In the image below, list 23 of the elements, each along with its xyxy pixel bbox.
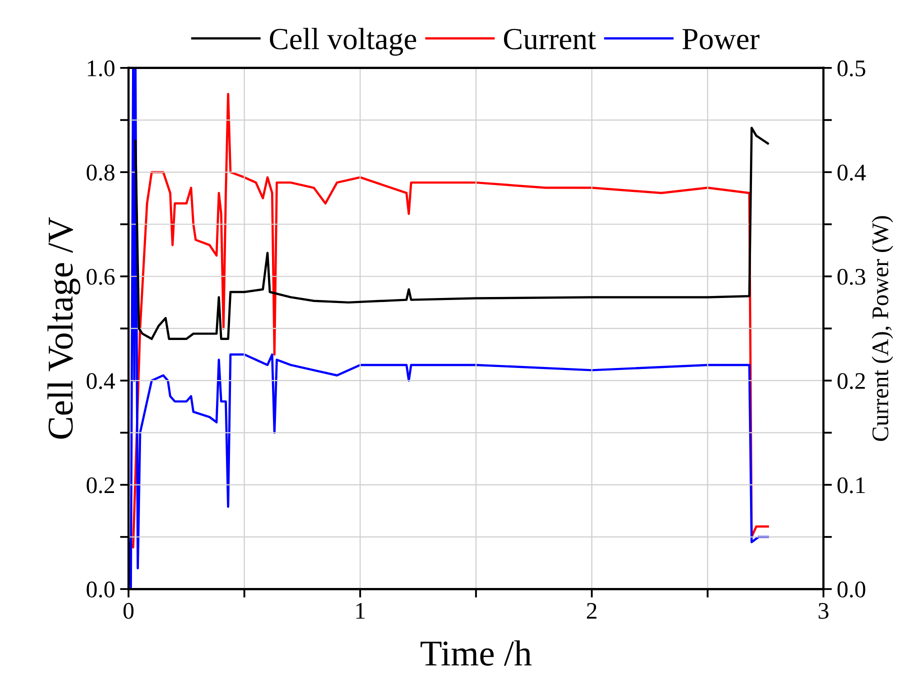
y2-tick-label: 0.3 bbox=[838, 268, 866, 285]
y-tick-label: 1.0 bbox=[88, 60, 114, 76]
x-tick-label: 1 bbox=[356, 603, 365, 619]
line-series bbox=[134, 126, 769, 340]
x-tick-label: 2 bbox=[586, 602, 596, 619]
y-tick-label: 0.8 bbox=[86, 164, 114, 181]
legend-label: Cell voltage bbox=[270, 28, 416, 56]
y2-axis-title: Current (A), Power (W) bbox=[872, 216, 894, 441]
y-axis-title: Cell Voltage /V bbox=[47, 217, 80, 439]
x-tick-label: 3 bbox=[818, 602, 828, 619]
y-tick-label: 0.6 bbox=[86, 268, 115, 285]
x-axis-title: Time /h bbox=[420, 640, 532, 666]
legend-label: Current bbox=[504, 28, 596, 50]
y-tick-label: 0.0 bbox=[86, 582, 114, 598]
y2-tick-label: 0.2 bbox=[838, 373, 865, 390]
y2-tick-label: 0.1 bbox=[838, 477, 865, 494]
legend-label: Power bbox=[682, 29, 760, 50]
x-tick-label: 0 bbox=[124, 602, 134, 619]
y2-tick-label: 0.0 bbox=[838, 582, 866, 598]
y-tick-label: 0.4 bbox=[86, 373, 115, 390]
y2-tick-label: 0.4 bbox=[838, 164, 866, 181]
y2-tick-label: 0.5 bbox=[838, 60, 866, 76]
y-tick-label: 0.2 bbox=[86, 477, 114, 494]
